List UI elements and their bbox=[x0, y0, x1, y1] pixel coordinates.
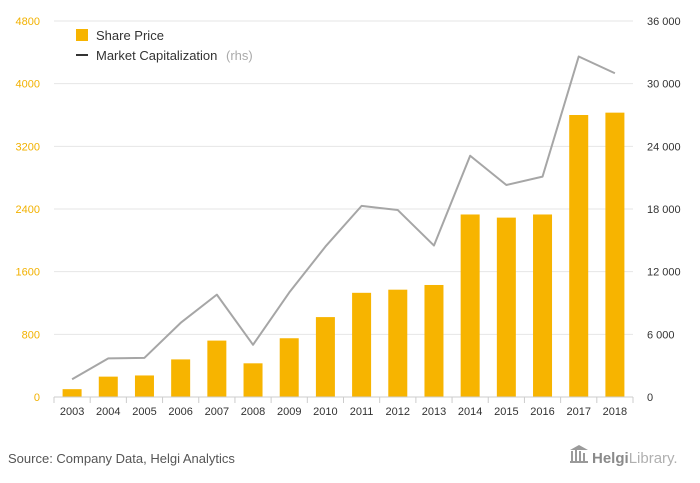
share-price-bar bbox=[533, 214, 553, 397]
x-tick-label: 2008 bbox=[241, 406, 265, 418]
x-tick-label: 2015 bbox=[494, 406, 518, 418]
share-price-bars bbox=[62, 112, 625, 398]
right-tick-label: 18 000 bbox=[647, 204, 681, 216]
legend-label-market-cap: Market Capitalization (rhs) bbox=[96, 48, 253, 63]
share-price-bar bbox=[605, 112, 625, 398]
x-tick-label: 2006 bbox=[168, 406, 192, 418]
share-price-bar bbox=[460, 214, 480, 397]
right-tick-label: 36 000 bbox=[647, 16, 681, 28]
share-price-bar bbox=[98, 376, 118, 397]
share-price-bar bbox=[62, 389, 82, 397]
x-tick-label: 2007 bbox=[205, 406, 229, 418]
share-price-bar bbox=[315, 317, 335, 397]
legend-market-cap-suffix: (rhs) bbox=[226, 48, 253, 63]
x-tick-label: 2005 bbox=[132, 406, 156, 418]
share-price-bar bbox=[134, 375, 154, 397]
library-building-icon bbox=[570, 445, 588, 463]
left-tick-label: 3200 bbox=[16, 141, 40, 153]
right-tick-label: 30 000 bbox=[647, 79, 681, 91]
share-price-bar bbox=[388, 289, 408, 397]
left-tick-label: 1600 bbox=[16, 267, 40, 279]
brand-text: HelgiLibrary. bbox=[592, 450, 678, 467]
source-note: Source: Company Data, Helgi Analytics bbox=[8, 451, 235, 466]
left-tick-label: 0 bbox=[34, 392, 40, 404]
legend: Share Price Market Capitalization (rhs) bbox=[76, 28, 253, 63]
x-tick-label: 2018 bbox=[603, 406, 627, 418]
share-price-bar bbox=[279, 338, 299, 397]
x-tick-label: 2016 bbox=[530, 406, 554, 418]
x-tick-label: 2017 bbox=[566, 406, 590, 418]
right-tick-label: 6 000 bbox=[647, 329, 675, 341]
left-tick-label: 800 bbox=[22, 329, 40, 341]
right-tick-label: 24 000 bbox=[647, 141, 681, 153]
legend-swatch-share-price bbox=[76, 29, 88, 41]
market-cap-polyline bbox=[71, 55, 616, 381]
x-tick-label: 2011 bbox=[350, 406, 374, 418]
left-axis: 0 800 1600 2400 3200 4000 4800 bbox=[16, 16, 40, 404]
right-axis: 0 6 000 12 000 18 000 24 000 30 000 36 000 bbox=[647, 16, 681, 404]
share-price-bar bbox=[569, 115, 589, 397]
legend-market-cap-name: Market Capitalization bbox=[96, 48, 217, 63]
share-price-bar bbox=[207, 340, 227, 397]
right-tick-label: 0 bbox=[647, 392, 653, 404]
x-tick-label: 2010 bbox=[313, 406, 337, 418]
x-axis: 2003 2004 2005 2006 2007 2008 2009 2010 2011 2012… bbox=[53, 396, 634, 418]
left-tick-label: 4000 bbox=[16, 79, 40, 91]
x-tick-label: 2014 bbox=[458, 406, 482, 418]
brand-text-light: Library. bbox=[629, 450, 678, 467]
gridlines bbox=[54, 20, 633, 398]
x-tick-label: 2009 bbox=[277, 406, 301, 418]
share-price-bar bbox=[171, 359, 191, 397]
x-tick-label: 2013 bbox=[422, 406, 446, 418]
left-tick-label: 2400 bbox=[16, 204, 40, 216]
legend-label-share-price: Share Price bbox=[96, 28, 164, 43]
helgi-library-logo: HelgiLibrary. bbox=[570, 445, 678, 467]
x-tick-label: 2012 bbox=[386, 406, 410, 418]
share-price-bar bbox=[352, 292, 372, 397]
share-price-bar bbox=[496, 217, 516, 397]
brand-text-bold: Helgi bbox=[592, 450, 629, 467]
right-tick-label: 12 000 bbox=[647, 267, 681, 279]
x-tick-label: 2004 bbox=[96, 406, 120, 418]
share-price-bar bbox=[424, 284, 444, 397]
left-tick-label: 4800 bbox=[16, 16, 40, 28]
share-price-bar bbox=[243, 363, 263, 397]
market-cap-line bbox=[71, 55, 616, 381]
x-tick-label: 2003 bbox=[60, 406, 84, 418]
